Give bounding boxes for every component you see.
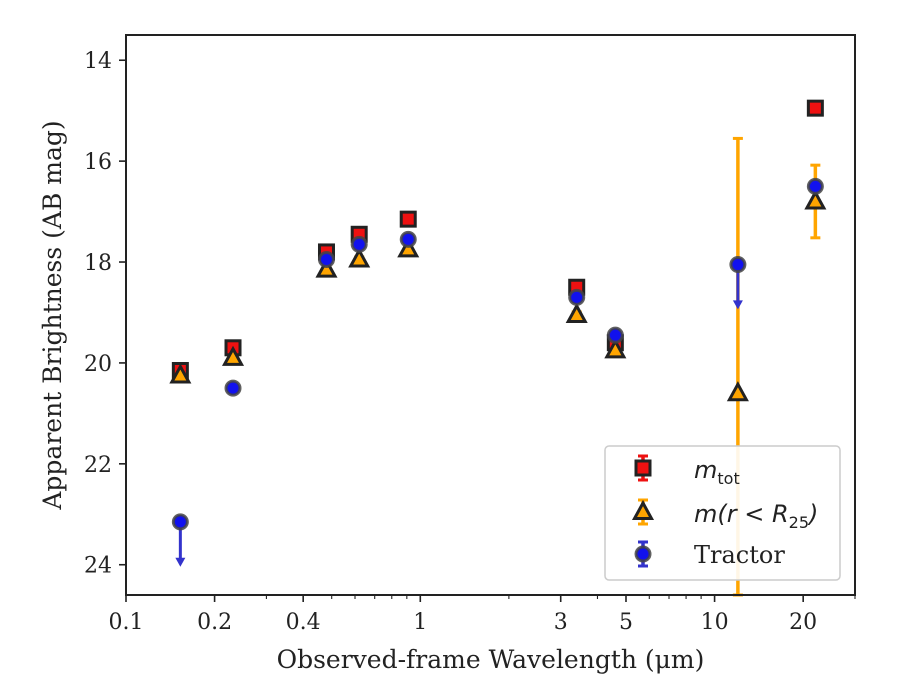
- legend-label-mr25: m(r < R25): [694, 500, 818, 532]
- circle-point: [806, 177, 824, 195]
- circle-point: [606, 326, 624, 344]
- legend-label-mtot-sub: tot: [717, 469, 739, 488]
- triangle-point: [804, 189, 827, 210]
- x-tick-label: 3: [554, 610, 568, 635]
- legend-label-mr25-tail: ): [807, 500, 818, 528]
- x-tick-label: 5: [619, 610, 633, 635]
- legend-label-mr25-main: m(r < R: [694, 500, 789, 528]
- triangle-point: [604, 338, 627, 359]
- data-markers: [169, 99, 827, 531]
- circle-point: [399, 230, 417, 248]
- x-tick-label: 1: [413, 610, 427, 635]
- triangle-point: [565, 302, 588, 323]
- y-tick-label: 18: [84, 251, 112, 276]
- x-tick-label: 20: [789, 610, 817, 635]
- legend-circle-marker: [634, 545, 652, 563]
- legend-square-marker: [634, 459, 652, 477]
- circle-point: [171, 513, 189, 531]
- x-axis-label: Observed-frame Wavelength (μm): [277, 645, 705, 674]
- axis-ticks: 0.1 0.2 0.4 1 3 5 10 20 14 16 18 20 22 24: [84, 49, 856, 635]
- square-point: [399, 210, 417, 228]
- y-tick-label: 14: [84, 49, 112, 74]
- legend-markers: [631, 454, 655, 568]
- circle-point: [729, 256, 747, 274]
- legend-label-mtot-main: m: [694, 456, 717, 484]
- triangle-point: [397, 237, 420, 258]
- triangle-point: [315, 257, 338, 278]
- circle-point: [224, 379, 242, 397]
- legend-triangle-marker: [631, 499, 655, 520]
- triangle-point: [348, 247, 371, 268]
- triangle-point: [169, 363, 192, 384]
- y-axis-label: Apparent Brightness (AB mag): [38, 120, 67, 510]
- y-tick-label: 22: [84, 453, 112, 478]
- circle-point: [568, 288, 586, 306]
- y-tick-label: 20: [84, 352, 112, 377]
- legend-box: [604, 445, 841, 581]
- upper-limit-arrowhead: [732, 300, 743, 310]
- x-tick-label: 0.1: [109, 610, 144, 635]
- legend-label-mtot: mtot: [694, 456, 740, 488]
- legend-label-mr25-sub: 25: [789, 513, 809, 532]
- y-tick-label: 16: [84, 150, 112, 175]
- square-point: [806, 99, 824, 117]
- circle-point: [317, 251, 335, 269]
- x-tick-label: 0.2: [197, 610, 232, 635]
- y-tick-label: 24: [84, 554, 112, 579]
- legend: mtot m(r < R25) Tractor: [604, 445, 841, 581]
- legend-label-tractor: Tractor: [694, 541, 785, 569]
- triangle-point: [726, 381, 749, 402]
- circle-point: [350, 235, 368, 253]
- triangle-point: [221, 345, 245, 366]
- x-tick-label: 0.4: [286, 610, 321, 635]
- x-tick-label: 10: [701, 610, 729, 635]
- plot-frame: [125, 34, 856, 596]
- upper-limit-arrowhead: [175, 557, 186, 567]
